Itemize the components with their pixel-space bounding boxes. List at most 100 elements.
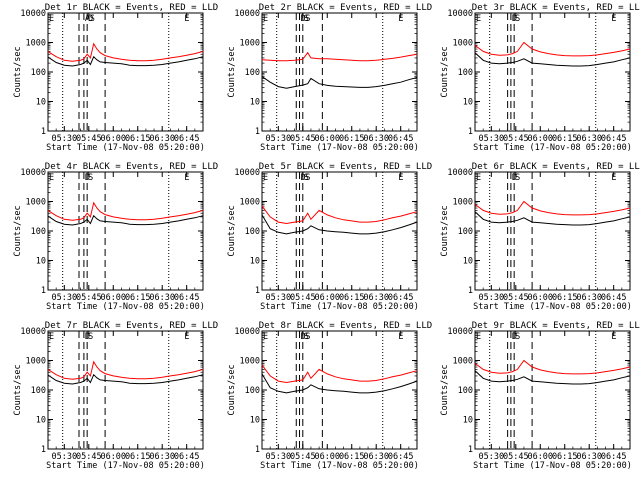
y-tick-label: 1000: [26, 39, 46, 49]
x-tick-label: 06:15: [339, 134, 365, 144]
x-tick-label: 06:00: [527, 452, 553, 462]
events-series-line: [474, 52, 631, 67]
y-tick-label: 1: [468, 286, 473, 296]
event-marker-label: E: [49, 173, 54, 183]
event-marker-label: E: [263, 173, 268, 183]
event-marker-label: E: [398, 332, 403, 342]
x-tick-label: 06:30: [363, 134, 389, 144]
x-tick-label: 06:45: [388, 293, 414, 303]
y-tick-label: 100: [458, 386, 473, 396]
y-tick-label: 1000: [26, 198, 46, 208]
x-tick-label: 06:00: [527, 293, 553, 303]
event-marker-label: E: [263, 14, 268, 24]
detector-panel-8: Det 8r BLACK = Events, RED = LLD 1 10 100 10…: [227, 321, 432, 471]
detector-panel-4: Det 4r BLACK = Events, RED = LLD 1 10 100 10…: [13, 162, 218, 312]
event-marker-label: S: [305, 14, 310, 24]
y-tick-label: 10000: [234, 168, 260, 178]
x-tick-label: 06:15: [125, 293, 151, 303]
event-marker-label: E: [398, 173, 403, 183]
x-tick-label: 05:45: [76, 452, 102, 462]
x-tick-label: 05:30: [266, 134, 292, 144]
event-marker-label: E: [611, 14, 616, 24]
y-tick-label: 10: [36, 416, 46, 426]
detector-panel-6: Det 6r BLACK = Events, RED = LLD 1 10 100 10…: [440, 162, 640, 312]
plot-frame: [261, 12, 418, 132]
x-tick-label: 05:30: [266, 452, 292, 462]
lld-series-line: [261, 205, 418, 225]
plot-frame: [261, 171, 418, 291]
x-tick-label: 06:30: [149, 452, 175, 462]
plot-frame: [47, 330, 204, 450]
y-tick-label: 100: [245, 227, 260, 237]
y-axis-label: Counts/sec: [13, 364, 23, 415]
y-tick-label: 100: [245, 386, 260, 396]
y-tick-label: 1: [41, 445, 46, 455]
y-tick-label: 10000: [20, 9, 46, 19]
x-tick-label: 06:00: [100, 134, 126, 144]
y-tick-label: 10: [250, 257, 260, 267]
x-axis-label: Start Time (17-Nov-08 05:20:00): [46, 143, 205, 153]
event-marker-label: E: [184, 14, 189, 24]
lld-series-line: [261, 364, 418, 384]
event-marker-label: S: [305, 332, 310, 342]
y-axis-label: Counts/sec: [13, 46, 23, 97]
event-marker-label: S: [515, 173, 520, 183]
y-tick-label: 1: [468, 127, 473, 137]
x-tick-label: 06:00: [527, 134, 553, 144]
events-series-line: [47, 55, 204, 67]
x-tick-label: 06:45: [174, 293, 200, 303]
x-axis-label: Start Time (17-Nov-08 05:20:00): [46, 461, 205, 471]
x-tick-label: 05:45: [503, 293, 529, 303]
events-series-line: [474, 370, 631, 385]
y-tick-label: 1000: [240, 39, 260, 49]
y-tick-label: 1000: [240, 198, 260, 208]
y-tick-label: 10: [463, 416, 473, 426]
event-marker-label: E: [184, 173, 189, 183]
x-tick-label: 06:30: [149, 134, 175, 144]
lld-series-line: [47, 42, 204, 62]
x-tick-label: 05:45: [290, 293, 316, 303]
x-axis-label: Start Time (17-Nov-08 05:20:00): [260, 302, 419, 312]
event-marker-label: D: [512, 14, 517, 24]
events-series-line: [47, 214, 204, 226]
panel-title: Det 6r BLACK = Events, RED = LLD: [472, 162, 640, 172]
events-series-line: [474, 211, 631, 226]
y-tick-label: 10: [36, 98, 46, 108]
x-axis-label: Start Time (17-Nov-08 05:20:00): [260, 143, 419, 153]
event-marker-label: E: [611, 332, 616, 342]
x-tick-label: 05:45: [503, 452, 529, 462]
event-marker-label: E: [49, 14, 54, 24]
x-tick-label: 05:45: [76, 134, 102, 144]
lld-series-line: [474, 200, 631, 216]
panel-title: Det 9r BLACK = Events, RED = LLD: [472, 321, 640, 331]
y-tick-label: 1: [41, 286, 46, 296]
x-tick-label: 06:00: [100, 452, 126, 462]
lld-series-line: [474, 41, 631, 57]
event-marker-label: D: [512, 332, 517, 342]
x-tick-label: 05:30: [479, 134, 505, 144]
x-tick-label: 06:45: [388, 134, 414, 144]
event-marker-label: S: [304, 14, 309, 24]
y-tick-label: 100: [31, 68, 46, 78]
lld-series-line: [47, 360, 204, 380]
event-marker-label: D: [85, 173, 90, 183]
event-marker-label: S: [88, 332, 93, 342]
y-tick-label: 100: [458, 227, 473, 237]
event-marker-label: D: [512, 173, 517, 183]
event-marker-label: S: [304, 173, 309, 183]
x-tick-label: 06:15: [125, 452, 151, 462]
y-tick-label: 1000: [453, 39, 473, 49]
y-tick-label: 1: [468, 445, 473, 455]
y-tick-label: 1000: [453, 357, 473, 367]
y-tick-label: 1: [41, 127, 46, 137]
panel-title: Det 1r BLACK = Events, RED = LLD: [45, 3, 218, 13]
y-axis-label: Counts/sec: [440, 205, 450, 256]
x-tick-label: 06:45: [601, 134, 627, 144]
x-tick-label: 06:00: [314, 134, 340, 144]
y-tick-label: 1000: [26, 357, 46, 367]
event-marker-label: E: [184, 332, 189, 342]
y-tick-label: 1000: [453, 198, 473, 208]
y-axis-label: Counts/sec: [227, 205, 237, 256]
x-axis-label: Start Time (17-Nov-08 05:20:00): [46, 302, 205, 312]
